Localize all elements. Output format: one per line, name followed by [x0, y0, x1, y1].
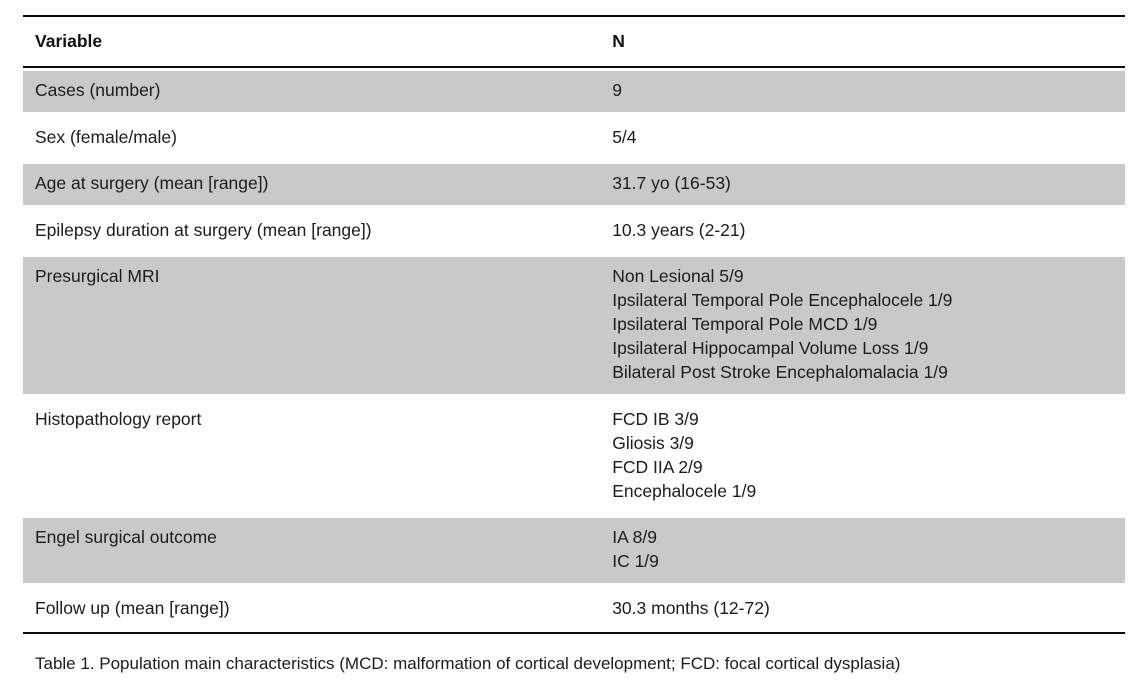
population-characteristics-table: Variable N Cases (number) 9 Sex (female/…: [23, 15, 1125, 634]
table-body: Cases (number) 9 Sex (female/male) 5/4 A…: [23, 68, 1125, 632]
column-header-variable: Variable: [23, 17, 601, 68]
variable-cell: Age at surgery (mean [range]): [23, 161, 601, 209]
table-caption: Table 1. Population main characteristics…: [35, 654, 901, 673]
table-row: Age at surgery (mean [range]) 31.7 yo (1…: [23, 161, 1125, 209]
value-cell: Non Lesional 5/9 Ipsilateral Temporal Po…: [600, 254, 1125, 398]
value-cell: 10.3 years (2-21): [612, 220, 746, 240]
table-row: Presurgical MRI Non Lesional 5/9 Ipsilat…: [23, 254, 1125, 398]
variable-cell: Cases (number): [23, 68, 601, 116]
variable-cell: Engel surgical outcome: [23, 515, 601, 587]
value-cell: 9: [600, 68, 1125, 116]
table-row: Cases (number) 9: [23, 68, 1125, 116]
table-row: Follow up (mean [range]) 30.3 months (12…: [23, 587, 1125, 632]
value-cell: 30.3 months (12-72): [612, 598, 770, 618]
table-row: Sex (female/male) 5/4: [23, 116, 1125, 161]
variable-cell: Epilepsy duration at surgery (mean [rang…: [35, 220, 372, 240]
variable-cell: Sex (female/male): [35, 127, 177, 147]
variable-cell: Histopathology report: [35, 409, 202, 429]
table-header-row: Variable N: [23, 17, 1125, 68]
value-cell: 31.7 yo (16-53): [600, 161, 1125, 209]
variable-cell: Presurgical MRI: [23, 254, 601, 398]
variable-cell: Follow up (mean [range]): [35, 598, 230, 618]
table-row: Epilepsy duration at surgery (mean [rang…: [23, 209, 1125, 254]
column-header-n: N: [600, 17, 1125, 68]
value-cell: 5/4: [612, 127, 637, 147]
table-row: Histopathology report FCD IB 3/9 Gliosis…: [23, 398, 1125, 515]
table-header: Variable N: [23, 17, 1125, 68]
value-cell: FCD IB 3/9 Gliosis 3/9 FCD IIA 2/9 Encep…: [612, 409, 757, 501]
table-row: Engel surgical outcome IA 8/9 IC 1/9: [23, 515, 1125, 587]
value-cell: IA 8/9 IC 1/9: [600, 515, 1125, 587]
